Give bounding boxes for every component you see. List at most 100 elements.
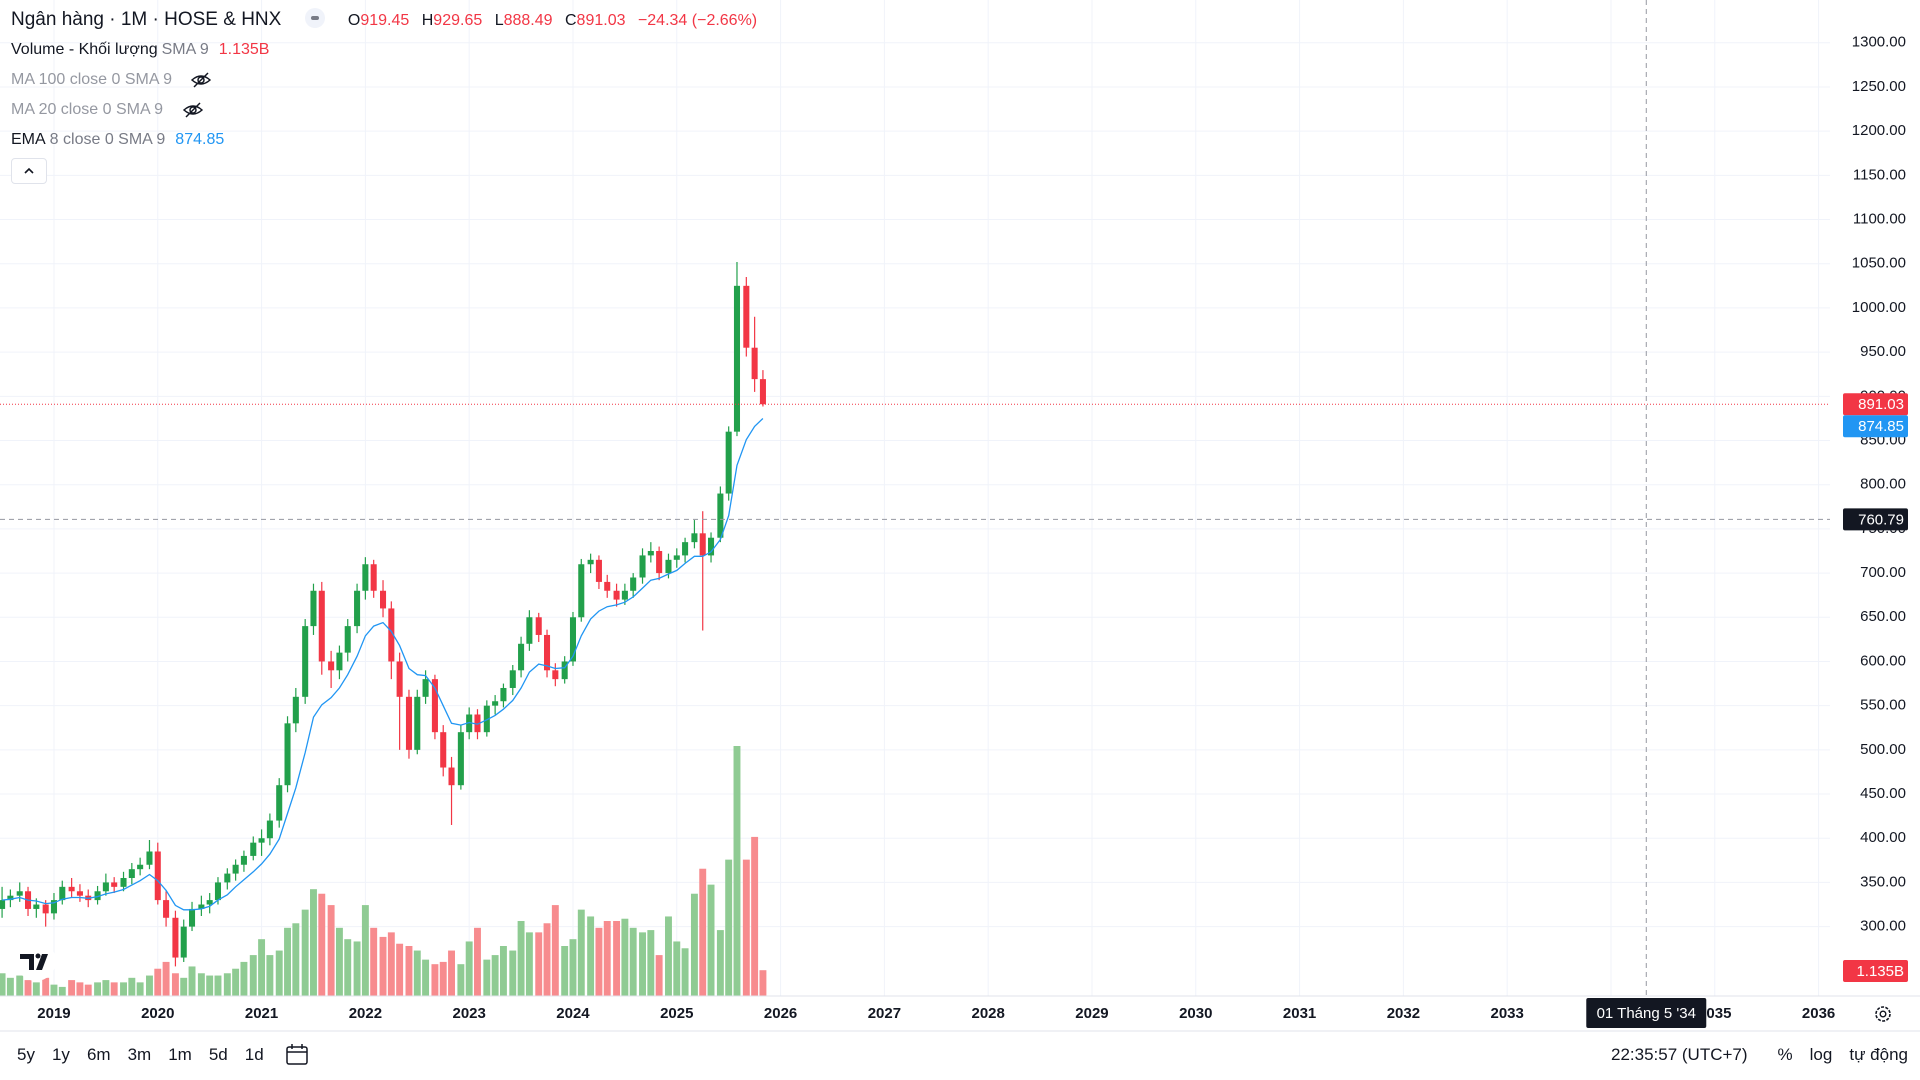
options: % log tự động	[1778, 1045, 1908, 1065]
candle-body	[396, 661, 403, 697]
options-bar: 22:35:57 (UTC+7) % log tự động	[1611, 1038, 1908, 1072]
status-dot[interactable]	[304, 8, 325, 28]
hidden-icon[interactable]	[182, 101, 204, 119]
volume-bar	[171, 973, 179, 996]
volume-bar	[50, 984, 58, 996]
candle-body	[509, 670, 516, 688]
candle-body	[362, 564, 369, 591]
candle-body	[500, 687, 507, 702]
candle-body	[630, 577, 637, 591]
volume-bar	[613, 921, 621, 996]
y-tick-label: 1000.00	[1852, 299, 1906, 316]
x-tick-label: 2028	[971, 1005, 1004, 1022]
y-tick-label: 350.00	[1860, 873, 1906, 890]
volume-bar	[110, 982, 118, 996]
volume-bar	[405, 946, 413, 996]
volume-bar	[154, 968, 162, 996]
clock: 22:35:57 (UTC+7)	[1610, 1045, 1748, 1064]
volume-bar	[292, 923, 300, 996]
axis-option[interactable]: log	[1809, 1045, 1833, 1064]
volume-bar	[621, 918, 629, 996]
range-button[interactable]: 1d	[244, 1045, 264, 1064]
calendar-icon[interactable]	[284, 1042, 312, 1068]
axis-option[interactable]: %	[1777, 1045, 1793, 1064]
ohlc-letter: C	[564, 12, 577, 30]
volume-bar	[587, 916, 595, 996]
volume-bar	[24, 980, 32, 996]
candle-body	[0, 900, 6, 909]
candle-body	[578, 564, 585, 618]
y-tick-label: 600.00	[1860, 652, 1906, 669]
y-tick-label: 950.00	[1860, 343, 1906, 360]
ema-badge-bg	[1843, 415, 1908, 438]
x-tick-label: 2019	[37, 1005, 70, 1022]
candle-body	[725, 431, 732, 494]
x-tick-label: 2032	[1387, 1005, 1420, 1022]
volume-bar	[759, 970, 767, 996]
candle-body	[544, 634, 551, 671]
volume-bar	[214, 975, 222, 996]
ema-badge: 874.85	[1858, 418, 1904, 435]
x-tick-label: 2030	[1179, 1005, 1212, 1022]
candle-body	[206, 900, 213, 905]
candle-body	[94, 891, 101, 901]
volume-bar	[413, 950, 421, 996]
range-button[interactable]: 1y	[51, 1045, 70, 1064]
range-button[interactable]: 1m	[168, 1045, 192, 1064]
logo-bg	[16, 941, 56, 981]
ema-line	[2, 418, 764, 911]
candle-body	[388, 608, 395, 662]
range-button[interactable]: 5y	[17, 1045, 35, 1064]
y-tick-label: 1150.00	[1853, 166, 1906, 183]
crosshair-date-bg	[1586, 998, 1707, 1028]
volume-bar	[6, 977, 14, 996]
settings-icon[interactable]	[1875, 1006, 1891, 1022]
candle-body	[526, 617, 533, 644]
ohlc-letter: L	[494, 12, 504, 30]
high: 929.65	[433, 12, 483, 30]
volume-bar	[396, 943, 404, 996]
y-tick-label: 300.00	[1860, 918, 1906, 935]
candle-body	[344, 626, 351, 653]
candle-body	[42, 904, 49, 914]
volume-bar	[353, 941, 361, 996]
candle-body	[613, 590, 620, 600]
candle-body	[68, 886, 75, 892]
candle-body	[552, 670, 559, 680]
candle-body	[102, 882, 109, 892]
volume-bar	[102, 980, 110, 996]
x-tick-label: 2035	[1698, 1005, 1731, 1022]
volume-bar	[551, 905, 559, 996]
symbol: Ngân hàng · 1M · HOSE & HNX	[11, 9, 282, 31]
volume-bar	[94, 982, 102, 996]
x-tick-label: 2029	[1075, 1005, 1108, 1022]
range-button[interactable]: 3m	[127, 1045, 152, 1064]
ohlc: O919.45 H929.65 L888.49 C891.03 −24.34 (…	[348, 12, 761, 29]
volume-bar	[716, 930, 724, 996]
collapse-button[interactable]	[11, 158, 47, 184]
y-tick-label: 1100.00	[1853, 211, 1906, 228]
volume-bar	[499, 946, 507, 996]
open: 919.45	[360, 12, 410, 30]
volume-bar	[335, 927, 343, 996]
volume-bar	[344, 939, 352, 996]
y-tick-label: 500.00	[1860, 741, 1906, 758]
range-button[interactable]: 6m	[86, 1045, 111, 1064]
close: 891.03	[576, 12, 626, 30]
volume-badge-bg	[1843, 960, 1908, 982]
volume-bar	[665, 916, 672, 996]
axis-option[interactable]: tự động	[1849, 1045, 1908, 1064]
range-button[interactable]: 5d	[208, 1045, 228, 1064]
volume-bar	[448, 950, 455, 996]
indicator-value: 1.135B	[218, 41, 270, 58]
y-tick-label: 800.00	[1860, 476, 1906, 493]
candle-body	[492, 701, 499, 706]
candle-body	[733, 285, 741, 432]
volume-bar	[379, 936, 387, 996]
gear-hub	[1879, 1010, 1887, 1018]
candle-body	[691, 533, 698, 543]
volume-bar	[180, 977, 188, 996]
ohlc-letter: H	[421, 12, 434, 30]
hidden-icon[interactable]	[190, 71, 212, 89]
candle-body	[292, 696, 299, 724]
